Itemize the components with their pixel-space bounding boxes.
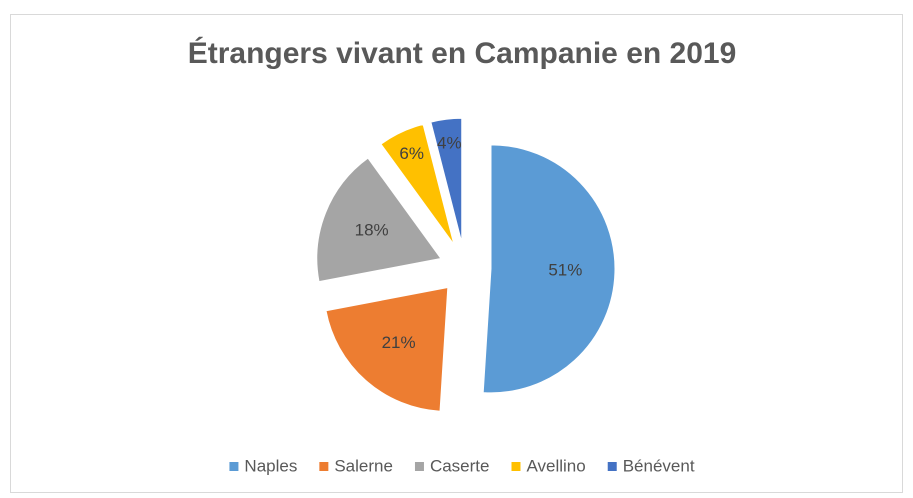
legend-swatch (511, 462, 521, 471)
legend-label: Naples (244, 456, 297, 475)
data-label: 18% (355, 221, 389, 240)
data-label: 4% (437, 133, 462, 152)
legend-swatch (414, 462, 424, 471)
legend-swatch (319, 462, 329, 471)
data-label: 6% (399, 144, 424, 163)
chart-border (10, 14, 903, 493)
data-label: 21% (382, 333, 416, 352)
legend-label: Caserte (430, 456, 490, 475)
pie-slice (325, 286, 449, 412)
legend-label: Bénévent (623, 456, 695, 475)
legend-swatch (607, 462, 617, 471)
pie-slice (316, 157, 442, 283)
pie-slice (430, 117, 463, 243)
chart-title: Étrangers vivant en Campanie en 2019 (188, 36, 737, 70)
legend-label: Salerne (334, 456, 393, 475)
data-label: 51% (548, 261, 582, 280)
pie-slice (482, 144, 616, 394)
legend-label: Avellino (526, 456, 585, 475)
legend-swatch (229, 462, 239, 471)
pie-slice (380, 123, 455, 245)
